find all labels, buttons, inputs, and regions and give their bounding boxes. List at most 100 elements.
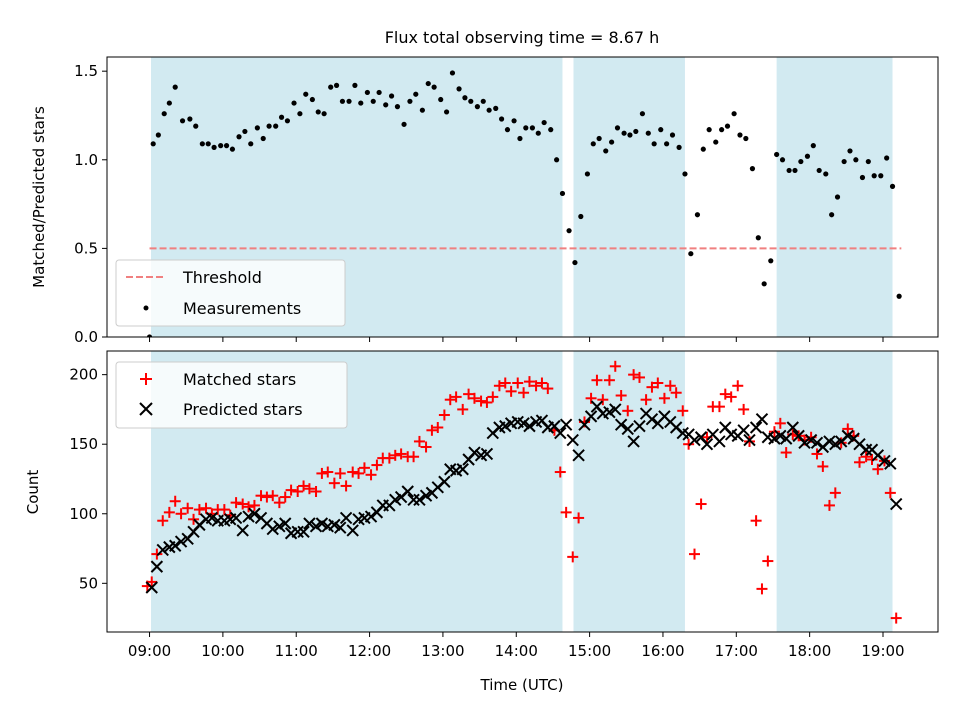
matched-star-point [713, 401, 725, 413]
measurement-point [645, 130, 651, 136]
matched-legend-label: Matched stars [183, 370, 296, 389]
matched-star-point [218, 504, 230, 516]
measurement-point [211, 144, 217, 150]
measurement-point [889, 183, 896, 189]
matched-star-point [303, 483, 315, 495]
measurement-point [443, 109, 450, 115]
measurement-point [328, 84, 334, 90]
x-tick-label: 17:00 [715, 642, 758, 660]
matched-star-point [780, 447, 792, 459]
matched-star-point [175, 508, 187, 520]
ratio-panel: 0.0 0.5 1.0 1.5 Matched/Predicted stars Thr… [30, 56, 939, 346]
predicted-star-point [468, 446, 481, 459]
matched-star-point [237, 498, 249, 510]
measurement-point [486, 107, 492, 113]
measurement-point [161, 111, 167, 117]
matched-star-point [854, 456, 866, 468]
matched-star-point [768, 426, 780, 438]
measurement-point [639, 111, 646, 117]
predicted-star-point [713, 435, 726, 448]
predicted-star-point [700, 437, 714, 451]
measurement-point [804, 153, 811, 159]
measurement-point [523, 125, 529, 131]
measurement-point [896, 293, 902, 299]
measurement-point [614, 125, 621, 131]
matched-star-point [146, 576, 158, 588]
measurement-point [603, 148, 609, 154]
count-panel: 50 100 150 200 09:00 10:00 11:00 12:00 13:00 14:… [24, 350, 939, 694]
predicted-star-point [627, 435, 640, 448]
measurement-point [786, 167, 792, 174]
measurement-point [150, 141, 156, 147]
matched-star-point [615, 390, 627, 402]
matched-star-point [560, 506, 572, 518]
measurement-point [394, 104, 401, 110]
measurement-point [166, 100, 172, 106]
measurement-point [688, 251, 694, 257]
predicted-star-point [554, 426, 567, 440]
matched-star-point [762, 555, 774, 567]
measurement-point [810, 143, 816, 149]
ratio-panel-frame [106, 56, 939, 338]
measurement-point [865, 158, 871, 165]
predicted-star-point [743, 433, 756, 447]
predicted-star-point [889, 497, 903, 511]
predicted-star-point [688, 433, 701, 447]
matched-star-point [475, 395, 487, 407]
matched-star-point [499, 377, 511, 389]
predicted-star-point [884, 457, 897, 470]
predicted-star-point [798, 436, 811, 450]
predicted-star-point [779, 432, 793, 445]
matched-star-point [677, 405, 689, 417]
matched-star-point [542, 383, 554, 395]
threshold-legend-label: Threshold [182, 268, 262, 287]
predicted-star-point [480, 447, 494, 461]
y-tick-label: 150 [69, 435, 98, 453]
matched-star-point [652, 377, 664, 389]
measurement-point [146, 334, 153, 337]
predicted-star-point [559, 418, 573, 431]
measurement-point [841, 158, 847, 165]
measurement-point [694, 212, 701, 218]
count-legend-box [115, 361, 348, 429]
measurement-point [419, 107, 425, 113]
x-tick-label: 15:00 [568, 642, 611, 660]
predicted-star-point [810, 436, 824, 450]
matched-star-point [866, 454, 878, 466]
matched-star-point [243, 501, 255, 513]
matched-star-point [248, 499, 260, 511]
matched-star-point [340, 480, 352, 492]
matched-star-point [426, 424, 438, 436]
predicted-star-point [859, 443, 873, 456]
matched-star-point [328, 477, 340, 489]
matched-star-point [756, 583, 768, 595]
measurement-point [254, 125, 260, 131]
predicted-star-point [456, 463, 469, 476]
y-tick-label: 1.0 [74, 151, 98, 169]
matched-star-point [633, 371, 645, 383]
predicted-star-point [169, 539, 182, 552]
matched-star-point [347, 466, 359, 478]
matched-star-point [591, 374, 603, 386]
measurement-point [627, 132, 633, 138]
matched-star-point [530, 380, 542, 392]
matched-star-point [255, 490, 267, 502]
measurement-point [155, 132, 161, 138]
measurement-point [713, 139, 719, 145]
matched-star-point [457, 403, 469, 415]
predicted-star-point [297, 525, 310, 539]
measurement-point [462, 95, 468, 101]
x-tick-label: 14:00 [495, 642, 538, 660]
matched-legend-swatch [140, 373, 152, 385]
measurement-point [761, 281, 767, 287]
predicted-star-point [364, 510, 378, 523]
matched-star-point [664, 380, 676, 392]
measurement-point [474, 104, 480, 110]
measurement-point [878, 173, 884, 179]
measurement-point [706, 127, 712, 133]
predicted-star-point [407, 493, 420, 507]
measurement-point [309, 96, 315, 103]
measurement-point [548, 127, 554, 133]
